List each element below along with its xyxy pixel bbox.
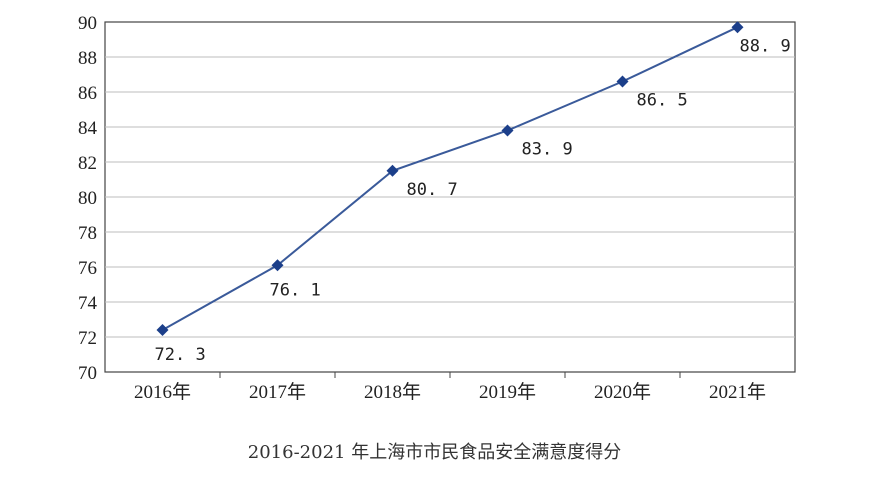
data-label: 80. 7 (407, 180, 458, 200)
gridlines (105, 56, 795, 338)
y-tick-label: 90 (78, 13, 97, 34)
x-tick-label: 2017年 (249, 381, 306, 403)
data-labels: 72. 3 76. 1 80. 7 83. 9 86. 5 88. 9 (155, 36, 791, 365)
series-markers (156, 21, 744, 336)
data-point-marker (731, 21, 744, 34)
y-tick-label: 78 (78, 223, 97, 244)
x-tick-label: 2020年 (594, 381, 651, 403)
data-label: 76. 1 (270, 280, 321, 300)
data-label: 83. 9 (522, 140, 573, 160)
series-line (162, 26, 738, 331)
y-tick-label: 82 (78, 153, 97, 174)
y-tick-label: 86 (78, 83, 97, 104)
x-axis-ticks: 2016年 2017年 2018年 2019年 2020年 2021年 (134, 372, 766, 403)
data-label: 88. 9 (740, 36, 791, 56)
y-tick-label: 70 (78, 363, 97, 384)
data-point-marker (271, 259, 284, 272)
x-tick-label: 2016年 (134, 381, 191, 403)
y-tick-label: 72 (78, 328, 97, 349)
data-point-marker (156, 324, 169, 336)
y-tick-label: 88 (78, 48, 97, 69)
chart-title: 2016-2021 年上海市市民食品安全满意度得分 (247, 442, 622, 463)
y-tick-label: 80 (78, 188, 97, 209)
data-point-marker (616, 75, 629, 88)
x-tick-label: 2019年 (479, 381, 536, 403)
y-tick-label: 74 (78, 293, 98, 314)
y-axis-ticks: 70 72 74 76 78 80 82 84 86 88 90 (78, 13, 98, 384)
data-label: 86. 5 (637, 91, 688, 111)
data-point-marker (501, 124, 514, 137)
data-label: 72. 3 (155, 345, 206, 365)
data-point-marker (386, 164, 399, 177)
x-tick-label: 2018年 (364, 381, 421, 403)
x-tick-label: 2021年 (709, 381, 766, 403)
y-tick-label: 76 (78, 258, 97, 279)
y-tick-label: 84 (78, 118, 98, 139)
